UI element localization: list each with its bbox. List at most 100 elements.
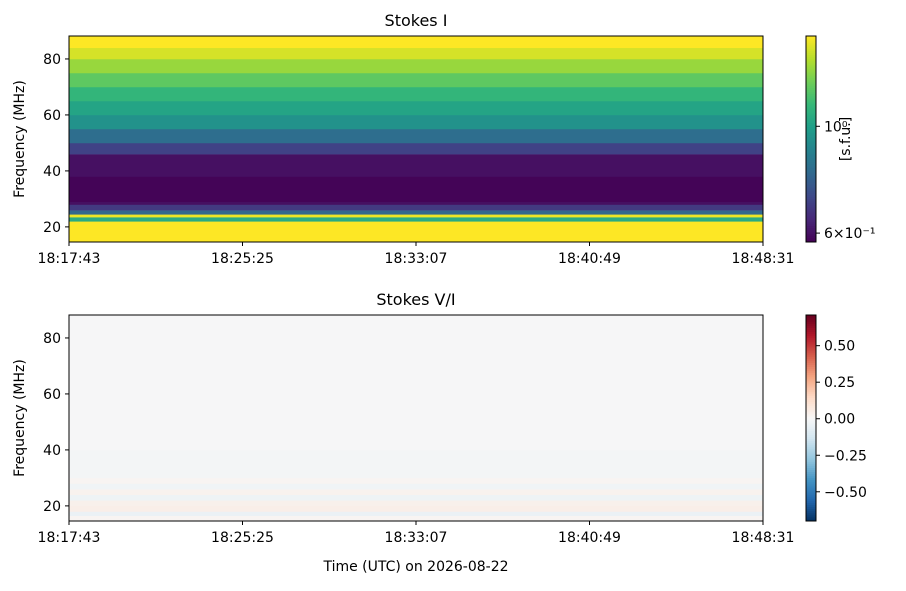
heatmap-row (69, 477, 763, 484)
colorbar-strip (806, 339, 816, 343)
x-tick-label: 18:48:31 (732, 251, 795, 267)
colorbar-strip (806, 171, 816, 175)
colorbar-strip (806, 516, 816, 520)
colorbar-frame (805, 314, 817, 522)
colorbar-strip (806, 481, 816, 485)
colorbar-strip (806, 502, 816, 506)
colorbar-strip (806, 60, 816, 64)
colorbar-strip (806, 415, 816, 419)
colorbar-strip (806, 465, 816, 468)
colorbar-strip (806, 512, 816, 516)
colorbar-strip (806, 62, 816, 66)
y-axis-label: Frequency (MHz) (12, 80, 28, 198)
colorbar-strip (806, 504, 816, 508)
colorbar-strip (806, 93, 816, 97)
colorbar-strip (806, 356, 816, 359)
x-tick-label: 18:25:25 (211, 530, 274, 546)
colorbar-strip (806, 323, 816, 326)
colorbar-strip (806, 335, 816, 339)
colorbar-strip (806, 196, 816, 200)
colorbar-strip (806, 182, 816, 185)
colorbar-strip (806, 399, 816, 403)
colorbar-strip (806, 139, 816, 142)
heatmap-row (69, 315, 763, 451)
colorbar-strip (806, 331, 816, 335)
heatmap-row (69, 221, 763, 237)
colorbar-strip (806, 124, 816, 128)
colorbar-strip (806, 48, 816, 51)
colorbar-strip (806, 79, 816, 82)
colorbar-strip (806, 358, 816, 361)
colorbar-strip (806, 112, 816, 115)
heatmap-row (69, 201, 763, 205)
colorbar-strip (806, 409, 816, 413)
x-tick-label: 18:40:49 (558, 530, 621, 546)
colorbar-strip (806, 488, 816, 491)
colorbar-strip (806, 215, 816, 218)
colorbar-strip (806, 506, 816, 510)
colorbar-strip (806, 430, 816, 433)
colorbar-strip (806, 198, 816, 202)
colorbar-strip (806, 64, 816, 68)
heatmap-row (69, 142, 763, 155)
colorbar-strip (806, 391, 816, 394)
colorbar-strip (806, 422, 816, 425)
colorbar-strip (806, 498, 816, 501)
colorbar-strip (806, 453, 816, 456)
heatmap-row (69, 511, 763, 516)
colorbar-strip (806, 418, 816, 421)
colorbar-strip (806, 446, 816, 450)
colorbar-strip (806, 477, 816, 481)
colorbar-strip (806, 471, 816, 475)
heatmap-row (69, 449, 763, 479)
colorbar-strip (806, 103, 816, 107)
y-tick-label: 20 (43, 220, 61, 236)
colorbar-strip (806, 83, 816, 86)
colorbar-strip (806, 97, 816, 101)
colorbar-strip (806, 122, 816, 126)
colorbar-strip (806, 319, 816, 322)
colorbar-strip (806, 174, 816, 177)
colorbar-tick-label: 0.50 (824, 339, 855, 355)
colorbar-strip (806, 420, 816, 423)
colorbar-strip (806, 36, 816, 39)
colorbar-strip (806, 413, 816, 417)
colorbar-strip (806, 38, 816, 41)
colorbar-strip (806, 333, 816, 337)
y-tick-label: 40 (43, 443, 61, 459)
heatmap-row (69, 86, 763, 102)
colorbar-strip (806, 360, 816, 363)
colorbar-strip (806, 178, 816, 181)
colorbar-strip (806, 426, 816, 429)
heatmap-row (69, 72, 763, 88)
colorbar-strip (806, 219, 816, 222)
colorbar-strip (806, 221, 816, 224)
colorbar-tick-label: −0.50 (824, 485, 867, 501)
colorbar-strip (806, 130, 816, 134)
colorbar-strip (806, 473, 816, 477)
colorbar-strip (806, 362, 816, 365)
colorbar-strip (806, 440, 816, 444)
colorbar-strip (806, 136, 816, 140)
y-tick-label: 60 (43, 387, 61, 403)
colorbar-strip (806, 120, 816, 124)
colorbar-strip (806, 475, 816, 479)
colorbar-strip (806, 56, 816, 60)
colorbar-strip (806, 448, 816, 452)
colorbar-strip (806, 126, 816, 130)
colorbar-strip (806, 374, 816, 378)
colorbar-strip (806, 169, 816, 173)
heatmap-row (69, 176, 763, 202)
colorbar-strip (806, 395, 816, 398)
colorbar-strip (806, 192, 816, 196)
colorbar-strip (806, 337, 816, 341)
heatmap-row (69, 515, 763, 522)
colorbar-strip (806, 459, 816, 462)
y-tick-label: 80 (43, 52, 61, 68)
y-tick-label: 60 (43, 108, 61, 124)
colorbar-strip (806, 209, 816, 212)
colorbar-strip (806, 165, 816, 169)
colorbar-strip (806, 58, 816, 62)
colorbar-strip (806, 329, 816, 332)
